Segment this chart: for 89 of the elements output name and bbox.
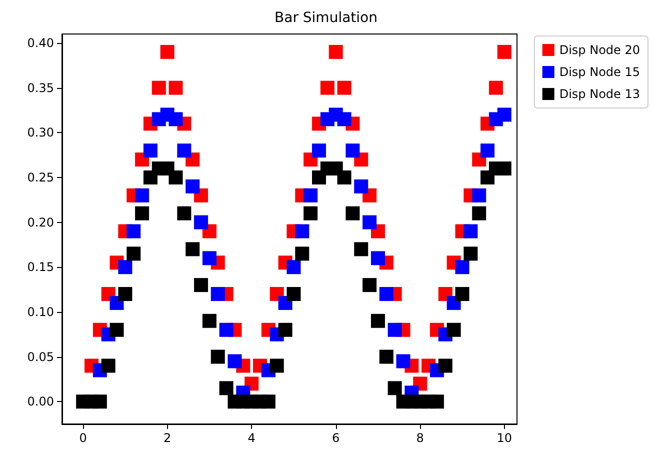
point [228,354,242,368]
point [312,144,326,158]
legend-label: Disp Node 20 [559,43,640,57]
point [202,314,216,328]
point [430,394,444,409]
point [497,161,512,176]
point [110,322,124,337]
point [143,144,158,158]
y-tick-label: 0.40 [27,36,54,50]
point [346,206,360,220]
point [160,44,174,59]
x-tick-label: 2 [164,431,172,445]
point [286,260,301,274]
point [438,358,452,373]
y-tick-label: 0.00 [27,394,54,409]
point [337,80,352,95]
point [295,246,310,261]
point [354,242,368,256]
point [101,358,116,373]
y-tick-label: 0.25 [27,170,54,184]
point [210,287,225,301]
point [219,322,234,337]
point [464,224,478,238]
point [488,80,503,95]
point [362,215,377,230]
point [92,394,107,409]
point [295,224,310,238]
point [455,287,470,301]
point [202,251,216,266]
point [278,322,292,337]
legend-label: Disp Node 13 [559,87,640,101]
point [186,179,200,194]
chart-title: Bar Simulation [274,10,378,26]
point [168,112,183,126]
point [168,170,183,184]
point [396,354,410,368]
point [135,206,150,220]
y-tick-label: 0.35 [27,80,54,95]
point [455,260,470,274]
point [464,246,478,261]
point [320,80,334,95]
point [497,44,512,59]
point [210,350,225,364]
y-tick-label: 0.30 [27,126,54,140]
point [168,80,183,95]
point [261,394,276,409]
point [177,144,192,158]
point [379,350,394,364]
point [446,322,461,337]
point [354,179,368,194]
point [497,108,512,122]
point [304,188,318,202]
x-tick-label: 10 [496,431,512,445]
point [304,206,318,220]
point [370,314,385,328]
point [379,287,394,301]
point [194,278,208,292]
y-tick-label: 0.20 [27,215,54,230]
point [194,215,208,230]
point [337,112,352,126]
y-tick-label: 0.15 [27,260,54,274]
point [135,188,150,202]
point [480,144,495,158]
x-tick-label: 4 [248,431,256,445]
point [370,251,385,266]
point [328,44,343,59]
x-tick-label: 6 [332,431,340,445]
point [270,358,284,373]
y-tick-label: 0.05 [27,350,54,364]
point [337,170,352,184]
point [186,242,200,256]
point [388,322,402,337]
point [118,260,132,274]
point [177,206,192,220]
point [346,144,360,158]
point [472,206,486,220]
y-tick-label: 0.10 [27,304,54,319]
point [362,278,377,292]
point [388,381,402,396]
point [472,188,486,202]
point [286,287,301,301]
point [126,224,141,238]
point [219,381,234,396]
x-tick-label: 0 [79,431,87,445]
x-tick-label: 8 [416,431,424,445]
point [126,246,141,261]
point [118,287,132,301]
point [152,80,166,95]
legend-label: Disp Node 15 [559,65,640,79]
